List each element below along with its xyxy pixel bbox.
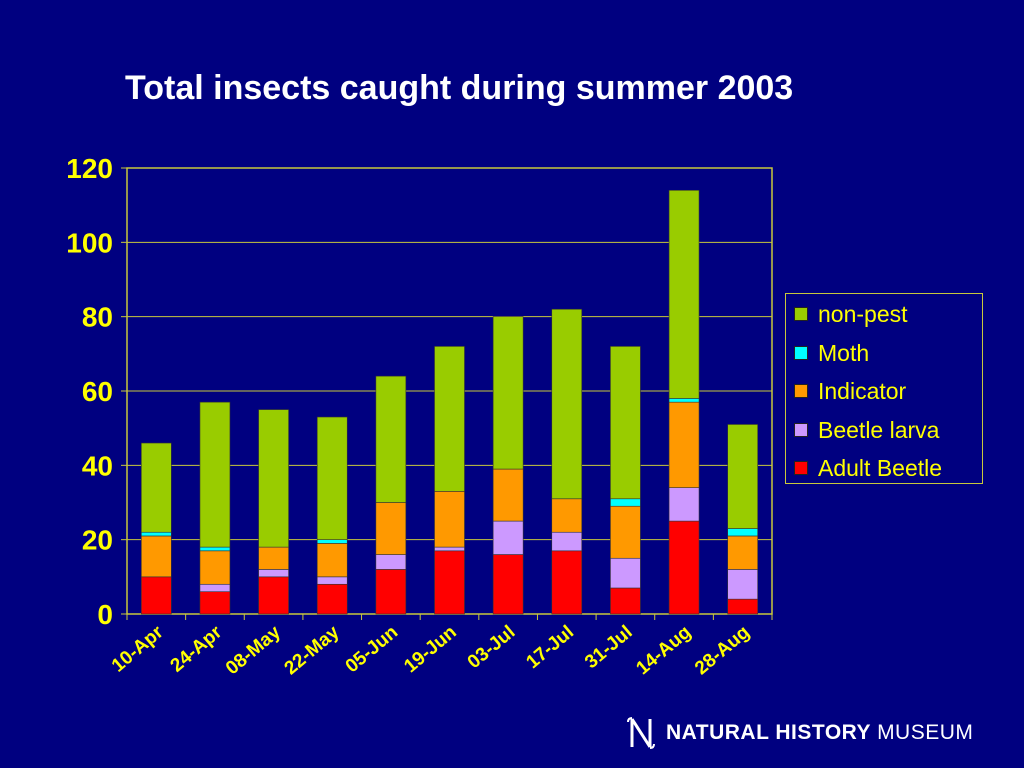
legend-swatch [794, 307, 808, 321]
bar-segment-non-pest [727, 424, 758, 529]
bar-segment-non-pest [434, 346, 465, 492]
legend-label: Moth [818, 339, 870, 366]
bar-segment-beetle-larva [375, 554, 407, 570]
bar-segment-adult-beetle [610, 587, 641, 615]
legend-label: Beetle larva [818, 416, 940, 443]
y-tick-label: 60 [82, 376, 113, 407]
bar-segment-adult-beetle [434, 550, 465, 615]
bar-segment-indicator [141, 535, 172, 578]
legend-swatch [794, 346, 808, 360]
legend-label: Indicator [818, 377, 907, 404]
bar-segment-moth [610, 498, 641, 507]
bar-segment-non-pest [141, 442, 172, 533]
bar-segment-moth [316, 539, 348, 544]
bar-segment-indicator [199, 550, 231, 585]
legend-item-beetle-larva: Beetle larva [794, 413, 939, 447]
bar-segment-beetle-larva [434, 546, 465, 552]
x-tick-label: 19-Jun [400, 622, 460, 677]
legend-label: non-pest [818, 300, 908, 327]
bar-segment-beetle-larva [199, 583, 231, 592]
bar-segment-indicator [668, 401, 700, 488]
y-tick-label: 80 [82, 302, 113, 333]
legend-item-moth: Moth [794, 336, 869, 370]
legend-swatch [794, 384, 808, 398]
legend-item-adult-beetle: Adult Beetle [794, 451, 942, 485]
bar-segment-moth [727, 528, 758, 537]
bar-segment-adult-beetle [727, 598, 758, 615]
bar-segment-non-pest [258, 409, 289, 548]
bar-segment-indicator [551, 498, 583, 533]
legend-swatch [794, 461, 808, 475]
bar-segment-moth [199, 546, 231, 552]
bar-segment-adult-beetle [258, 576, 289, 615]
bar-segment-indicator [375, 502, 407, 555]
legend-item-non-pest: non-pest [794, 297, 908, 331]
museum-logo: NATURAL HISTORY MUSEUM [626, 716, 973, 750]
bar-segment-beetle-larva [610, 557, 641, 589]
bar-segment-indicator [492, 468, 524, 522]
bar-segment-non-pest [610, 346, 641, 500]
x-tick-label: 28-Aug [691, 622, 754, 679]
bar-segment-adult-beetle [551, 550, 583, 615]
x-tick-label: 05-Jun [342, 622, 402, 677]
bar-segment-beetle-larva [668, 487, 700, 522]
chart-legend: non-pest Moth Indicator Beetle larva Adu… [785, 293, 983, 484]
legend-swatch [794, 423, 808, 437]
bar-segment-moth [668, 398, 700, 403]
y-tick-label: 0 [97, 599, 113, 630]
legend-item-indicator: Indicator [794, 374, 906, 408]
chart-title: Total insects caught during summer 2003 [125, 69, 794, 107]
bar-segment-beetle-larva [258, 569, 289, 578]
bar-segment-indicator [258, 546, 289, 570]
bar-segment-beetle-larva [492, 520, 524, 555]
x-tick-label: 10-Apr [108, 621, 168, 676]
bar-segment-indicator [610, 505, 641, 559]
bar-segment-indicator [316, 543, 348, 578]
bar-segment-indicator [434, 491, 465, 548]
y-tick-label: 40 [82, 450, 113, 481]
legend-label: Adult Beetle [818, 454, 943, 481]
bar-segment-non-pest [492, 316, 524, 470]
bar-segment-adult-beetle [316, 583, 348, 615]
bar-segment-beetle-larva [316, 576, 348, 585]
y-tick-label: 20 [82, 525, 113, 556]
bar-segment-adult-beetle [492, 554, 524, 615]
bar-segment-adult-beetle [668, 520, 700, 615]
bar-segment-moth [141, 531, 172, 537]
x-tick-label: 22-May [281, 621, 344, 679]
bar-segment-non-pest [551, 308, 583, 500]
bar-segment-beetle-larva [727, 569, 758, 600]
x-tick-label: 17-Jul [522, 622, 578, 673]
bar-segment-non-pest [199, 401, 231, 548]
bar-segment-beetle-larva [551, 531, 583, 552]
museum-logo-icon [627, 717, 655, 749]
x-tick-label: 08-May [222, 621, 285, 679]
bar-segment-indicator [727, 535, 758, 570]
bar-segment-adult-beetle [199, 591, 231, 615]
y-tick-label: 120 [66, 153, 113, 184]
logo-text-bold: NATURAL HISTORY [666, 721, 872, 744]
bar-segment-adult-beetle [375, 569, 407, 615]
bar-segment-adult-beetle [141, 576, 172, 615]
bar-segment-non-pest [375, 375, 407, 503]
x-tick-label: 03-Jul [464, 622, 520, 673]
bar-segment-non-pest [316, 416, 348, 540]
logo-text: MUSEUM [877, 721, 974, 744]
x-tick-label: 31-Jul [581, 622, 637, 673]
y-tick-label: 100 [66, 227, 113, 258]
bar-segment-non-pest [668, 190, 700, 399]
x-tick-label: 24-Apr [167, 621, 227, 676]
x-tick-label: 14-Aug [632, 622, 695, 679]
